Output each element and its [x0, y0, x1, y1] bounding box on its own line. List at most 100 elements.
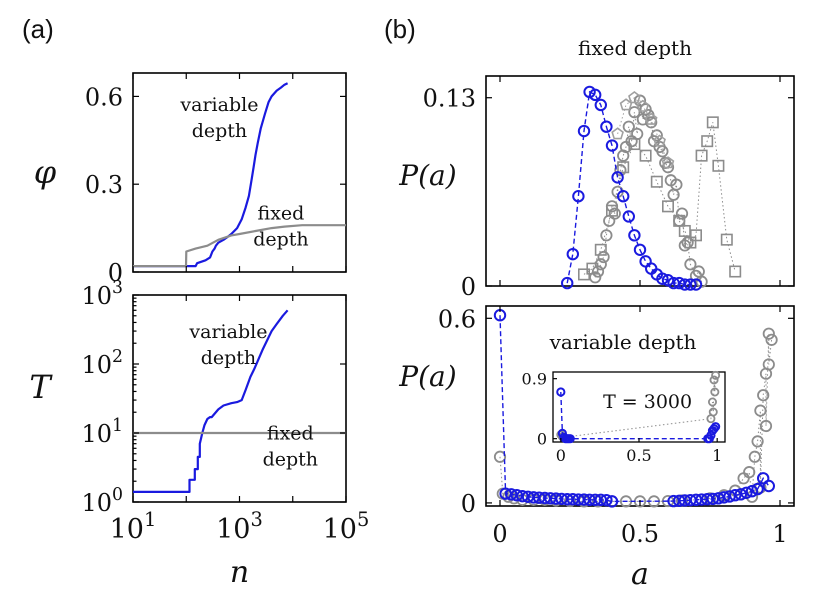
Pa_variable-xtick-label: 0	[492, 520, 507, 548]
title-variable-depth: variable depth	[549, 330, 697, 354]
Pa_variable-ylabel: P(a)	[398, 360, 456, 393]
phi_vs_n-annotation-fixed: depth	[253, 228, 308, 250]
Pa_fixed-gray-squares-point	[594, 243, 607, 256]
T_vs_n-ytick-label: 102	[81, 347, 123, 379]
Pa_variable-xtick-label: 0.5	[621, 520, 659, 548]
Pa_fixed-blue-point	[684, 278, 697, 291]
Pa_fixed-blue-point	[656, 272, 669, 285]
plot-layer: 00.30.6 variabledepthfixeddepthφ100101102…	[29, 72, 795, 592]
Pa_variable-gray-point	[757, 389, 770, 402]
Pa_fixed-gray-circles-point	[622, 120, 635, 133]
Pa_fixed-gray-pentagons-line	[617, 97, 669, 164]
Pa_variable-inset-xtick-label: 1	[712, 446, 722, 465]
Pa_variable-inset-xtick-label: 0	[556, 446, 566, 465]
Pa_fixed-gray-pentagons-point	[653, 134, 666, 147]
Pa_variable-inset-gray-line	[560, 375, 717, 438]
Pa_fixed-gray-circles-point	[594, 258, 607, 271]
Pa_variable-xlabel: a	[631, 557, 649, 592]
Pa_fixed-gray-squares-point	[661, 200, 674, 213]
Pa_fixed-gray-pentagons-point	[628, 91, 641, 104]
Pa_fixed-gray-circles-point	[684, 258, 697, 271]
Pa_fixed-gray-pentagons-point	[611, 127, 624, 140]
T_vs_n-xlabel: n	[230, 555, 249, 590]
Pa_variable-inset-gray-point	[710, 387, 720, 397]
panel-b-label: (b)	[384, 14, 416, 44]
Pa_variable-blue-point	[712, 492, 725, 505]
phi_vs_n-series-gray-line	[133, 224, 346, 268]
Pa_fixed-ytick-label: 0.13	[423, 85, 476, 113]
T_vs_n-xtick-label: 103	[216, 508, 263, 545]
Pa_variable-inset-gray-point	[709, 375, 719, 385]
Pa_fixed-blue-point	[628, 229, 641, 242]
Pa_variable-inset-blue-point	[711, 422, 721, 432]
Pa_fixed-blue-point	[689, 278, 703, 291]
Pa_fixed-gray-pentagons-point	[661, 156, 675, 169]
Pa_fixed-gray-squares-point	[712, 159, 725, 172]
Pa_fixed-blue-point	[611, 171, 624, 184]
Pa_variable-inset-gray-point	[707, 397, 717, 407]
Pa_variable-gray-point	[743, 466, 756, 479]
T_vs_n-annotation-fixed: depth	[263, 449, 318, 471]
Pa_variable-gray-point	[762, 327, 775, 340]
Pa_variable-blue-point	[723, 490, 736, 503]
Pa_variable-blue-point	[605, 495, 619, 508]
T_vs_n-ytick-label: 101	[81, 416, 123, 448]
Pa_fixed-gray-squares-point	[720, 233, 733, 246]
Pa_fixed-gray-pentagons-point	[636, 99, 650, 112]
Pa_fixed-gray-circles-point	[608, 207, 621, 220]
Pa_fixed-blue-point	[594, 98, 607, 112]
Pa_fixed-blue-point	[622, 210, 635, 223]
Pa_variable-blue-point	[762, 479, 775, 493]
Pa_fixed-gray-circles-point	[664, 174, 677, 187]
Pa_variable-gray-point	[754, 404, 767, 417]
phi_vs_n-series-blue-line	[133, 82, 289, 268]
Pa_fixed-gray-squares-point	[701, 135, 714, 148]
Pa_variable-inset: 0 0.9 0 0.5 1 T = 3000	[522, 370, 726, 465]
Pa_fixed-gray-circles-point	[619, 140, 633, 154]
Pa_fixed-gray-circles-point	[614, 164, 627, 177]
Pa_fixed-blue-line	[566, 90, 696, 286]
Pa_variable-inset-xtick-label: 0.5	[626, 446, 651, 465]
Pa_fixed-gray-circles-point	[692, 265, 705, 278]
Pa_variable-gray-point	[765, 333, 778, 346]
T_vs_n-annotation-fixed: fixed	[267, 423, 314, 445]
phi_vs_n-annotation-variable: depth	[192, 120, 247, 142]
Pa_variable-blue-point	[717, 491, 731, 504]
phi_vs_n-annotation-fixed: fixed	[258, 202, 305, 224]
Pa_fixed-gray-circles-point	[600, 229, 613, 242]
Pa_fixed-blue-point	[617, 190, 630, 203]
title-fixed-depth: fixed depth	[578, 36, 692, 60]
Pa_variable-inset-gray-point	[711, 370, 721, 380]
Pa_fixed-blue-point	[577, 124, 591, 138]
Pa_variable-blue-point	[745, 485, 759, 498]
Pa_variable-blue-line	[499, 315, 770, 503]
Pa_fixed-blue-point	[561, 276, 574, 290]
Pa_fixed-blue-point	[600, 120, 613, 133]
Pa_variable-blue-point	[734, 488, 747, 501]
Pa_variable-gray-point	[737, 472, 750, 485]
Pa_fixed-gray-squares-point	[695, 149, 708, 162]
Pa_fixed-ylabel: P(a)	[398, 159, 456, 192]
Pa_variable-inset-gray-point	[708, 407, 718, 417]
phi_vs_n-ytick-label: 0.6	[85, 83, 123, 111]
Pa_fixed-gray-circles-point	[650, 129, 663, 142]
Pa_fixed-gray-squares-point	[650, 175, 663, 188]
Pa_variable-inset-label: T = 3000	[603, 391, 692, 413]
phi_vs_n-ytick-label: 0.3	[85, 171, 123, 199]
Pa_fixed-gray-squares-point	[628, 138, 641, 151]
Pa_variable-inset-ytick-label: 0.9	[522, 370, 547, 389]
T_vs_n-ytick-label: 100	[81, 485, 123, 517]
Pa_variable-gray-point	[762, 358, 775, 371]
Pa_fixed-gray-circles-point	[597, 250, 610, 264]
Pa_fixed-gray-squares-point	[605, 204, 618, 217]
Pa_variable-blue-point	[740, 486, 753, 499]
Pa_variable-inset-frame	[552, 371, 726, 443]
Pa_fixed-blue-point	[572, 190, 585, 203]
T_vs_n-xtick-label: 105	[323, 508, 370, 545]
Pa_variable-gray-point	[493, 450, 507, 463]
Pa_fixed-gray-circles-point	[675, 207, 689, 220]
T_vs_n-ylabel: T	[29, 368, 53, 406]
Pa_fixed-gray-squares-point	[617, 161, 630, 174]
Pa_fixed-gray-circles-point	[628, 106, 641, 119]
